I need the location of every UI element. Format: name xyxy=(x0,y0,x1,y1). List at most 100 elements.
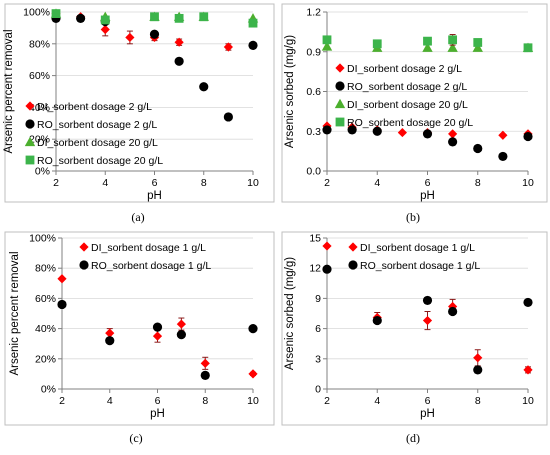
x-tick-label: 6 xyxy=(152,177,158,189)
legend-marker xyxy=(348,242,358,252)
x-tick-label: 6 xyxy=(425,177,431,189)
legend-label: DI_sorbent dosage 1 g/L xyxy=(360,242,475,254)
y-tick-label: 80% xyxy=(35,263,56,275)
y-tick-label: 40% xyxy=(35,323,56,335)
legend-label: DI_sorbent dosage 20 g/L xyxy=(37,137,158,149)
data-point xyxy=(473,365,483,375)
x-tick-label: 6 xyxy=(425,395,431,407)
legend-label: DI_sorbent dosage 2 g/L xyxy=(347,63,462,75)
panel-frame xyxy=(4,231,275,426)
data-point xyxy=(223,112,233,122)
x-tick-label: 10 xyxy=(247,177,259,189)
y-tick-label: 0% xyxy=(41,384,56,396)
data-point xyxy=(523,365,533,375)
data-point xyxy=(473,353,483,363)
legend-marker xyxy=(335,63,345,73)
series-ro-sorbent-dosage-20-g-l xyxy=(322,34,533,53)
data-point xyxy=(422,295,433,306)
y-tick-label: 0.0 xyxy=(306,166,321,178)
x-tick-label: 4 xyxy=(374,395,380,407)
data-point xyxy=(322,241,332,251)
data-point xyxy=(248,18,258,28)
data-point xyxy=(51,9,61,18)
data-point xyxy=(321,41,333,51)
data-point xyxy=(523,131,533,142)
x-tick-label: 2 xyxy=(324,177,330,189)
x-tick-label: 4 xyxy=(107,395,113,407)
data-point xyxy=(152,322,163,332)
legend-label: DI_sorbent dosage 1 g/L xyxy=(91,242,206,254)
legend-marker xyxy=(335,117,345,127)
y-tick-label: 9 xyxy=(315,293,321,305)
y-tick-label: 100% xyxy=(23,7,50,19)
legend-marker xyxy=(25,101,35,111)
data-point xyxy=(176,330,186,340)
panel-label: (b) xyxy=(406,210,420,224)
legend-label: RO_sorbent dosage 2 g/L xyxy=(347,81,467,93)
panel-frame xyxy=(4,3,275,203)
data-point xyxy=(448,35,458,45)
x-axis-title: pH xyxy=(150,408,165,420)
data-point xyxy=(448,137,458,147)
series-ro-sorbent-dosage-1-g-l xyxy=(322,264,533,375)
y-tick-label: 60% xyxy=(29,70,50,82)
legend-marker xyxy=(25,155,35,165)
legend: DI_sorbent dosage 1 g/L RO_sorbent dosage… xyxy=(348,242,480,272)
panel-frame xyxy=(281,3,548,203)
x-tick-label: 2 xyxy=(53,177,59,189)
chart-panel-d: 0 3 6 9 12 15 2 4 6 8 10 pH Arsenic sorbed (mg/g) (d)… xyxy=(281,231,548,445)
data-point xyxy=(100,24,110,35)
legend-marker xyxy=(79,260,89,270)
legend-label: DI_sorbent dosage 20 g/L xyxy=(347,99,468,111)
data-point xyxy=(523,43,533,53)
y-tick-label: 60% xyxy=(35,293,56,305)
data-point xyxy=(473,143,483,154)
y-tick-label: 0.3 xyxy=(306,126,321,138)
data-point xyxy=(472,42,483,52)
legend-marker xyxy=(335,81,345,91)
series-ro-sorbent-dosage-1-g-l xyxy=(57,299,258,381)
data-point xyxy=(347,125,357,135)
x-tick-label: 8 xyxy=(475,395,481,407)
data-point xyxy=(199,12,209,22)
x-tick-label: 4 xyxy=(374,177,380,189)
data-point xyxy=(76,13,86,23)
data-point xyxy=(397,127,407,138)
chart-panel-c: 0% 20% 40% 60% 80% 100% 2 4 6 8 10 pH Arsenic percen… xyxy=(4,231,275,445)
x-tick-label: 2 xyxy=(324,395,330,407)
series-ro-sorbent-dosage-20-g-l xyxy=(51,9,258,28)
data-point xyxy=(447,42,458,52)
legend-label: RO_sorbent dosage 1 g/L xyxy=(91,260,211,272)
y-tick-label: 6 xyxy=(315,323,321,335)
y-tick-label: 0 xyxy=(315,384,321,396)
x-axis-title: pH xyxy=(420,190,435,202)
x-tick-label: 10 xyxy=(247,395,259,407)
legend-label: RO_sorbent dosage 20 g/L xyxy=(37,155,163,167)
data-point xyxy=(322,264,332,274)
data-point xyxy=(200,370,210,381)
x-tick-label: 2 xyxy=(59,395,65,407)
y-axis-title: Arsenic sorbed (mg/g) xyxy=(284,35,296,148)
data-point xyxy=(372,126,382,136)
y-tick-label: 15 xyxy=(309,233,321,245)
data-point xyxy=(523,297,533,308)
data-point xyxy=(422,42,433,52)
x-tick-label: 8 xyxy=(201,177,207,189)
data-point xyxy=(152,331,163,341)
y-tick-label: 80% xyxy=(29,38,50,50)
data-point xyxy=(199,82,209,92)
legend: DI_sorbent dosage 2 g/L RO_sorbent dosage… xyxy=(24,101,163,167)
data-point xyxy=(248,324,258,334)
legend: DI_sorbent dosage 2 g/L RO_sorbent dosage… xyxy=(334,63,473,129)
data-point xyxy=(105,336,115,346)
x-tick-label: 10 xyxy=(522,177,534,189)
x-tick-label: 6 xyxy=(155,395,161,407)
panel-frame xyxy=(281,231,548,426)
data-point xyxy=(100,15,110,25)
legend-marker xyxy=(25,119,35,129)
data-point xyxy=(176,319,186,329)
series-ro-sorbent-dosage-2-g-l xyxy=(322,125,533,162)
legend-marker xyxy=(348,260,358,270)
data-point xyxy=(422,129,433,139)
panel-label: (d) xyxy=(406,431,420,445)
